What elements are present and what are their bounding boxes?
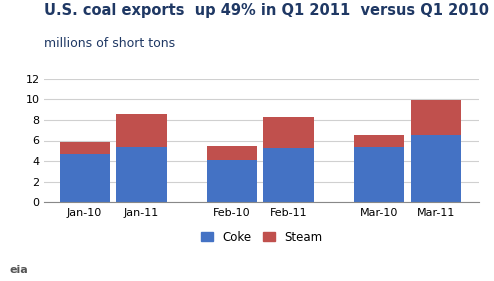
Bar bbox=[263, 148, 314, 202]
Bar bbox=[117, 114, 166, 147]
Bar bbox=[354, 135, 404, 147]
Bar bbox=[206, 160, 257, 202]
Bar bbox=[263, 117, 314, 148]
Bar bbox=[354, 147, 404, 202]
Text: millions of short tons: millions of short tons bbox=[44, 37, 175, 49]
Text: U.S. coal exports  up 49% in Q1 2011  versus Q1 2010: U.S. coal exports up 49% in Q1 2011 vers… bbox=[44, 3, 490, 18]
Bar bbox=[206, 146, 257, 160]
Bar bbox=[59, 142, 110, 154]
Bar bbox=[411, 135, 461, 202]
Legend: Coke, Steam: Coke, Steam bbox=[196, 226, 328, 248]
Text: eia: eia bbox=[10, 265, 29, 275]
Bar bbox=[411, 100, 461, 135]
Bar bbox=[59, 154, 110, 202]
Bar bbox=[117, 147, 166, 202]
